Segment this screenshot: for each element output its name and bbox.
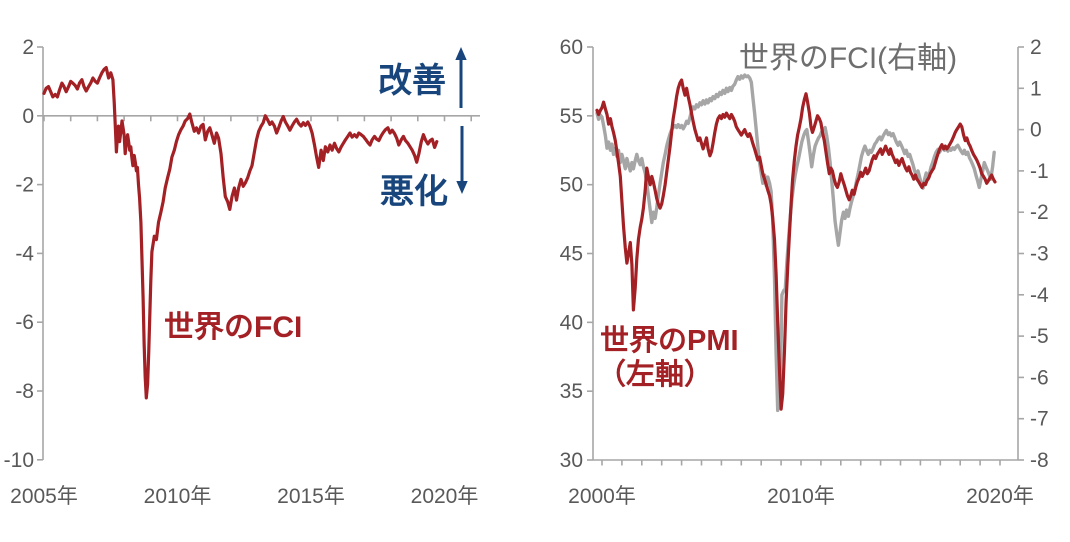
left-chart: 2 0 -2 -4 -6 -8 -10 2005年 2010年 2015年 2020年 世界のFCI…	[4, 36, 480, 508]
right-chart-x-tick-label: 2010年	[767, 485, 835, 508]
annotation-worsen: 悪化	[380, 173, 448, 211]
left-chart-axes: 2 0 -2 -4 -6 -8 -10 2005年 2010年 2015年 2020年	[4, 36, 480, 508]
left-y-tick-label: -8	[15, 380, 34, 403]
left-x-tick-label: 2020年	[411, 485, 479, 508]
improve-arrow-icon	[455, 47, 467, 108]
left-scale-tick-label: 45	[560, 243, 583, 266]
left-scale-tick-label: 55	[560, 105, 583, 128]
right-chart-x-tick-label: 2000年	[568, 485, 636, 508]
right-scale-tick-label: -4	[1030, 284, 1049, 307]
right-scale-tick-label: -2	[1030, 201, 1049, 224]
right-scale-tick-label: -6	[1030, 366, 1049, 389]
left-x-tick-label: 2005年	[10, 485, 78, 508]
right-scale-tick-label: -3	[1030, 243, 1049, 266]
left-x-tick-label: 2015年	[277, 485, 345, 508]
world-fci-line	[42, 65, 439, 400]
left-scale-tick-label: 60	[560, 36, 583, 59]
left-y-tick-label: -2	[15, 174, 34, 197]
right-chart-axes: 60 55 50 45 40 35 30 2 1 0 -1 -2 -3 -4 -5 -6 -7 -8 2000年 20…	[560, 36, 1049, 508]
right-chart-x-tick-label: 2020年	[966, 485, 1034, 508]
right-scale-tick-label: -1	[1030, 160, 1049, 183]
right-scale-tick-label: -8	[1030, 449, 1049, 472]
left-y-tick-label: -10	[4, 449, 34, 472]
series-label-world-pmi: 世界のPMI	[600, 324, 739, 357]
right-scale-tick-label: 2	[1030, 36, 1042, 59]
right-chart: 60 55 50 45 40 35 30 2 1 0 -1 -2 -3 -4 -5 -6 -7 -8 2000年 20…	[560, 36, 1049, 508]
right-chart-title: 世界のFCI(右軸)	[739, 42, 957, 75]
left-scale-tick-label: 30	[560, 449, 583, 472]
right-scale-tick-label: 0	[1030, 119, 1042, 142]
left-scale-tick-label: 35	[560, 380, 583, 403]
left-y-tick-label: 2	[22, 36, 34, 59]
left-y-tick-label: 0	[22, 105, 34, 128]
annotation-improve: 改善	[378, 62, 446, 100]
left-scale-tick-label: 50	[560, 174, 583, 197]
left-x-tick-label: 2010年	[144, 485, 212, 508]
left-y-tick-label: -6	[15, 311, 34, 334]
right-scale-tick-label: -7	[1030, 408, 1049, 431]
left-y-tick-label: -4	[15, 242, 34, 265]
right-scale-tick-label: 1	[1030, 77, 1042, 100]
right-scale-tick-label: -5	[1030, 325, 1049, 348]
worsen-arrow-icon	[456, 126, 468, 194]
series-label-world-fci: 世界のFCI	[164, 311, 302, 344]
world-pmi-line	[595, 78, 997, 411]
left-scale-tick-label: 40	[560, 311, 583, 334]
series-label-world-pmi-axis: （左軸）	[597, 358, 713, 391]
